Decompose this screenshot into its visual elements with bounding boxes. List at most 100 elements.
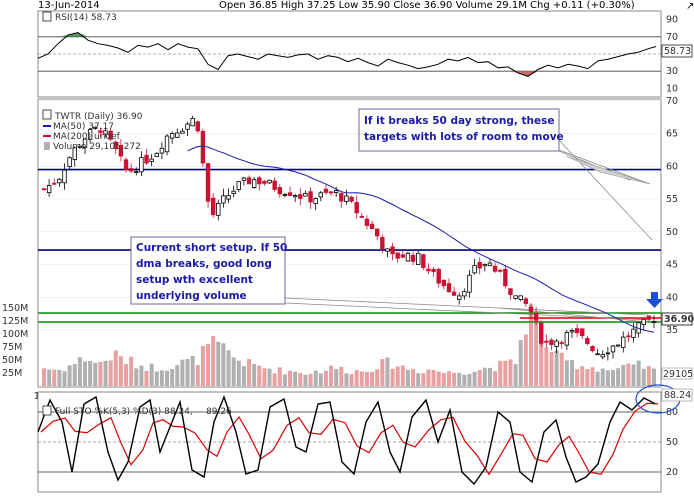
trend-arrow-icon: ↗ (686, 1, 694, 12)
volume-bar (83, 361, 88, 386)
candle-body (134, 171, 139, 173)
candle-body (539, 322, 544, 344)
price-tick: 60 (666, 161, 678, 172)
candle-body (559, 342, 564, 344)
candle-body (359, 216, 365, 218)
candle-body (41, 188, 47, 191)
volume-bar (282, 374, 287, 386)
volume-bar (313, 370, 318, 386)
candle-body (272, 180, 277, 190)
candle-body (646, 315, 652, 320)
volume-bar (180, 359, 185, 386)
annotation-pointer-lines (284, 139, 653, 323)
candle-body (549, 339, 554, 345)
candle-body (159, 147, 165, 154)
volume-bar (134, 368, 139, 386)
price-value-box (661, 312, 693, 326)
candle-body (113, 141, 118, 150)
rsi-legend-swatch (42, 11, 52, 22)
volume-bar (636, 360, 641, 386)
candle-body (369, 223, 375, 230)
annotation-top-line1: If it breaks 50 day strong, these (364, 115, 555, 127)
candle-body (344, 195, 349, 202)
volume-tick: 150M (2, 303, 28, 314)
rsi-value-tag: 58.73 (664, 46, 691, 57)
volume-bar (487, 367, 492, 386)
candle-body (236, 181, 241, 190)
candle-body (118, 144, 124, 157)
volume-bar (221, 343, 226, 386)
ma50-legend: MA(50) 37.17 (53, 122, 114, 132)
volume-bar (523, 334, 528, 386)
volume-bar (549, 352, 554, 386)
candle-body (108, 130, 113, 140)
header-date: 13-Jun-2014 (38, 0, 100, 11)
volume-bar (590, 367, 595, 386)
candle-body (205, 163, 211, 202)
volume-bar (472, 371, 477, 386)
annotation-top-box (358, 108, 560, 152)
candle-body (175, 132, 180, 138)
pointer-wedge (565, 155, 651, 185)
volume-tick: 125M (2, 316, 28, 327)
candle-body (528, 306, 534, 313)
volume-bar (88, 360, 93, 386)
volume-bars (42, 304, 656, 386)
candle-body (349, 196, 354, 202)
rsi-tick: 90 (666, 15, 678, 26)
volume-bar (539, 325, 544, 386)
candle-body (595, 353, 600, 356)
candle-body (231, 190, 236, 194)
candle-body (241, 177, 247, 181)
rsi-value-box (661, 44, 693, 58)
candle-body (354, 202, 359, 214)
volume-bar (200, 346, 205, 386)
candle-body (574, 328, 580, 334)
volume-bar (267, 368, 272, 386)
candle-body (585, 338, 590, 345)
stoch-legend: Full STO %K(5,3) %D(3) 88.24, (55, 407, 193, 417)
volume-bar (195, 365, 200, 386)
volume-bar (62, 371, 67, 386)
price-tick: 65 (666, 129, 678, 140)
volume-bar (77, 357, 82, 386)
candle-body (600, 354, 605, 358)
volume-bar (144, 370, 149, 386)
volume-bar (52, 369, 57, 386)
candle-body (569, 330, 575, 333)
price-value-tag: 36.90 (664, 314, 694, 325)
volume-bar (318, 373, 323, 386)
candle-body (610, 345, 616, 353)
volume-bar (190, 355, 195, 386)
volume-bar (385, 357, 390, 386)
volume-bar (405, 369, 410, 386)
candles (41, 115, 657, 361)
volume-bar (411, 369, 416, 386)
volume-bar (544, 347, 549, 386)
volume-bar (185, 359, 190, 386)
annotation-mid-line3: setup wth excellent (136, 274, 253, 286)
volume-tick-labels: 150M 125M 100M 75M 50M 25M (2, 303, 28, 379)
candle-body (98, 130, 103, 133)
volume-bar (446, 371, 451, 386)
volume-bar (93, 362, 98, 386)
candle-body (492, 265, 498, 272)
volume-tick: 75M (2, 342, 22, 353)
candle-body (523, 298, 529, 304)
volume-bar (452, 372, 457, 386)
volume-bar (482, 367, 487, 386)
candle-body (400, 254, 406, 258)
volume-bar (98, 361, 103, 386)
volume-bar (139, 365, 144, 386)
volume-bar (621, 365, 626, 386)
candle-body (416, 252, 421, 265)
candle-body (257, 177, 262, 185)
price-tick: 35 (666, 325, 678, 336)
volume-bar (293, 371, 298, 386)
volume-bar (457, 372, 462, 386)
candle-body (410, 254, 416, 262)
volume-tick: 100M (2, 329, 28, 340)
volume-bar (113, 350, 118, 386)
candle-body (451, 291, 457, 296)
volume-bar (610, 370, 615, 386)
